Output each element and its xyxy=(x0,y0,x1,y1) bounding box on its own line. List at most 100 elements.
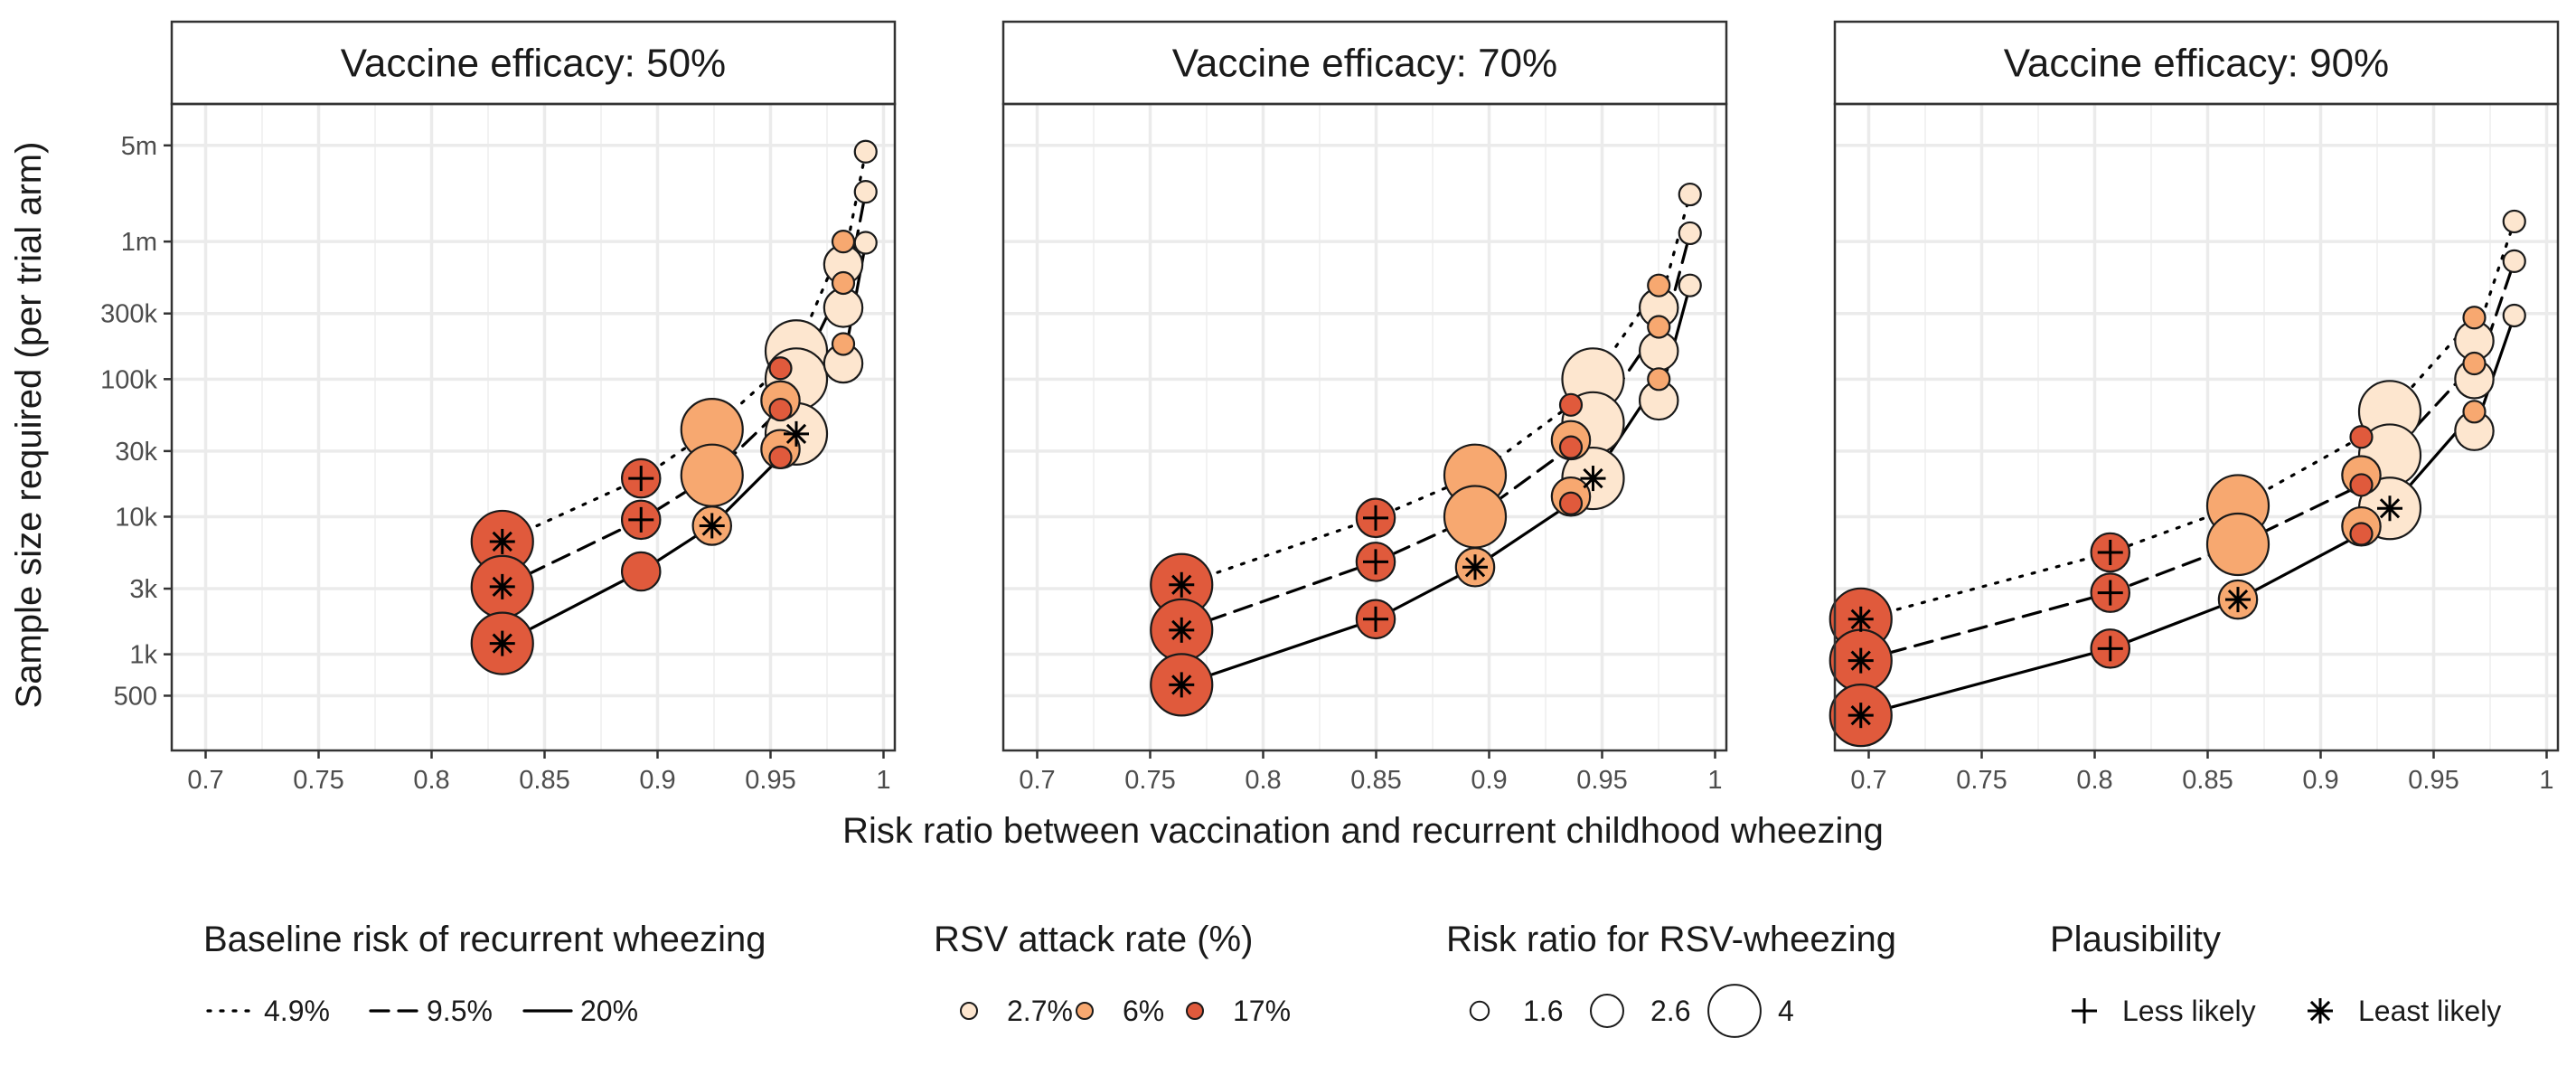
data-point xyxy=(2349,522,2374,546)
panel-1: Vaccine efficacy: 50% 0.7 0.75 0.8 0.85 0.9 0.… xyxy=(100,20,897,795)
data-point xyxy=(2502,249,2526,273)
legend-item-label: 4.9% xyxy=(264,995,330,1027)
plausibility-asterisk-marker xyxy=(1580,466,1606,492)
panel-2: Vaccine efficacy: 70% 0.7 0.75 0.8 0.85 0.9 0.… xyxy=(1001,20,1728,795)
data-point xyxy=(1558,491,1584,515)
data-point xyxy=(1678,273,1702,297)
data-point xyxy=(680,443,744,507)
x-tick-label: 0.85 xyxy=(519,766,569,795)
data-point xyxy=(2462,306,2487,330)
data-point xyxy=(1558,392,1584,417)
plausibility-asterisk-marker xyxy=(1169,571,1195,598)
legend-item-label: Least likely xyxy=(2358,995,2501,1027)
y-tick-label: 3k xyxy=(129,575,157,604)
x-tick-label: 0.95 xyxy=(2408,766,2458,795)
plausibility-asterisk-marker xyxy=(2377,495,2402,522)
x-axis-title: Risk ratio between vaccination and recur… xyxy=(842,811,1884,851)
data-point xyxy=(2349,425,2374,449)
facet-strip xyxy=(1001,20,1728,106)
legend-key-color xyxy=(1076,1002,1094,1020)
data-point xyxy=(2349,473,2374,497)
legend-title-plausibility: Plausibility xyxy=(2050,920,2221,959)
x-tick-label: 1 xyxy=(876,766,890,795)
facet-strip xyxy=(1833,20,2560,106)
data-point xyxy=(1558,435,1584,459)
panel-border xyxy=(1833,102,2560,752)
plausibility-asterisk-marker xyxy=(1847,703,1874,729)
y-axis-title: Sample size required (per trial arm) xyxy=(9,142,49,709)
x-tick-label: 0.7 xyxy=(1850,766,1886,795)
data-point xyxy=(2205,512,2270,577)
x-tick-label: 0.9 xyxy=(2302,766,2338,795)
x-tick-label: 1 xyxy=(1707,766,1722,795)
legends: Baseline risk of recurrent wheezing 4.9% 9… xyxy=(203,920,2501,1038)
legend-item-label: 6% xyxy=(1123,995,1164,1027)
x-tick-label: 0.95 xyxy=(745,766,795,795)
y-tick-label: 100k xyxy=(100,365,157,394)
data-point xyxy=(2462,351,2487,376)
plausibility-asterisk-marker xyxy=(489,528,515,554)
data-point xyxy=(1678,221,1702,246)
plausibility-asterisk-marker xyxy=(784,420,809,447)
x-tick-label: 0.85 xyxy=(2182,766,2233,795)
legend-item-label: Less likely xyxy=(2122,995,2256,1027)
panel-border xyxy=(1001,102,1728,752)
data-point xyxy=(831,332,856,356)
legend-item-label: 4 xyxy=(1778,995,1794,1027)
legend-plus-icon xyxy=(2072,998,2097,1024)
legend-title-rsv: RSV attack rate (%) xyxy=(934,920,1253,959)
x-tick-label: 0.8 xyxy=(413,766,449,795)
plausibility-asterisk-marker xyxy=(489,573,515,599)
x-tick-label: 0.95 xyxy=(1576,766,1627,795)
legend-title-baseline: Baseline risk of recurrent wheezing xyxy=(203,920,766,959)
plausibility-asterisk-marker xyxy=(489,630,515,656)
y-tick-label: 10k xyxy=(115,503,157,532)
legend-key-color xyxy=(1186,1002,1204,1020)
plausibility-asterisk-marker xyxy=(2225,587,2251,613)
data-point xyxy=(1678,182,1702,207)
legend-key-size xyxy=(1469,1000,1490,1022)
x-tick-label: 0.7 xyxy=(187,766,223,795)
facet-title: Vaccine efficacy: 50% xyxy=(341,42,726,86)
data-point xyxy=(2502,209,2526,234)
y-tick-label: 500 xyxy=(114,682,157,711)
panel-border xyxy=(170,102,897,752)
x-tick-label: 0.8 xyxy=(1245,766,1281,795)
legend-key-color xyxy=(960,1002,978,1020)
data-point xyxy=(620,551,662,592)
series-line-4.9% xyxy=(1859,220,2516,621)
y-tick-label: 30k xyxy=(115,438,157,467)
plausibility-asterisk-marker xyxy=(1462,554,1488,580)
facet-title: Vaccine efficacy: 90% xyxy=(2004,42,2389,86)
data-point xyxy=(831,270,856,296)
x-tick-label: 0.9 xyxy=(1471,766,1507,795)
legend-item-label: 1.6 xyxy=(1523,995,1563,1027)
plausibility-asterisk-marker xyxy=(1169,672,1195,698)
data-point xyxy=(768,397,793,422)
data-point xyxy=(2462,400,2487,424)
panel-3: Vaccine efficacy: 90% 0.7 0.75 0.8 0.85 0.9 0.… xyxy=(1829,20,2560,795)
data-point xyxy=(768,445,793,469)
y-tick-label: 5m xyxy=(121,132,157,161)
plausibility-asterisk-marker xyxy=(1847,647,1874,674)
plausibility-plus-marker xyxy=(2097,580,2123,606)
data-point xyxy=(853,139,878,164)
legend-item-label: 2.7% xyxy=(1007,995,1073,1027)
plausibility-plus-marker xyxy=(2097,539,2123,565)
legend-item-label: 20% xyxy=(580,995,638,1027)
data-point xyxy=(1443,485,1508,549)
data-point xyxy=(1647,273,1671,297)
plausibility-plus-marker xyxy=(1363,505,1388,531)
x-tick-label: 0.75 xyxy=(293,766,343,795)
data-point xyxy=(831,230,856,254)
data-point xyxy=(853,180,878,204)
legend-item-label: 17% xyxy=(1233,995,1291,1027)
data-point xyxy=(1647,315,1671,339)
plot-background xyxy=(1835,104,2558,750)
legend-key-size xyxy=(1707,984,1762,1038)
legend-title-rr: Risk ratio for RSV-wheezing xyxy=(1446,920,1896,959)
panels: Vaccine efficacy: 50% 0.7 0.75 0.8 0.85 0.9 0.… xyxy=(100,20,2560,795)
data-point xyxy=(768,356,793,381)
x-tick-label: 1 xyxy=(2539,766,2553,795)
facet-strip xyxy=(170,20,897,106)
